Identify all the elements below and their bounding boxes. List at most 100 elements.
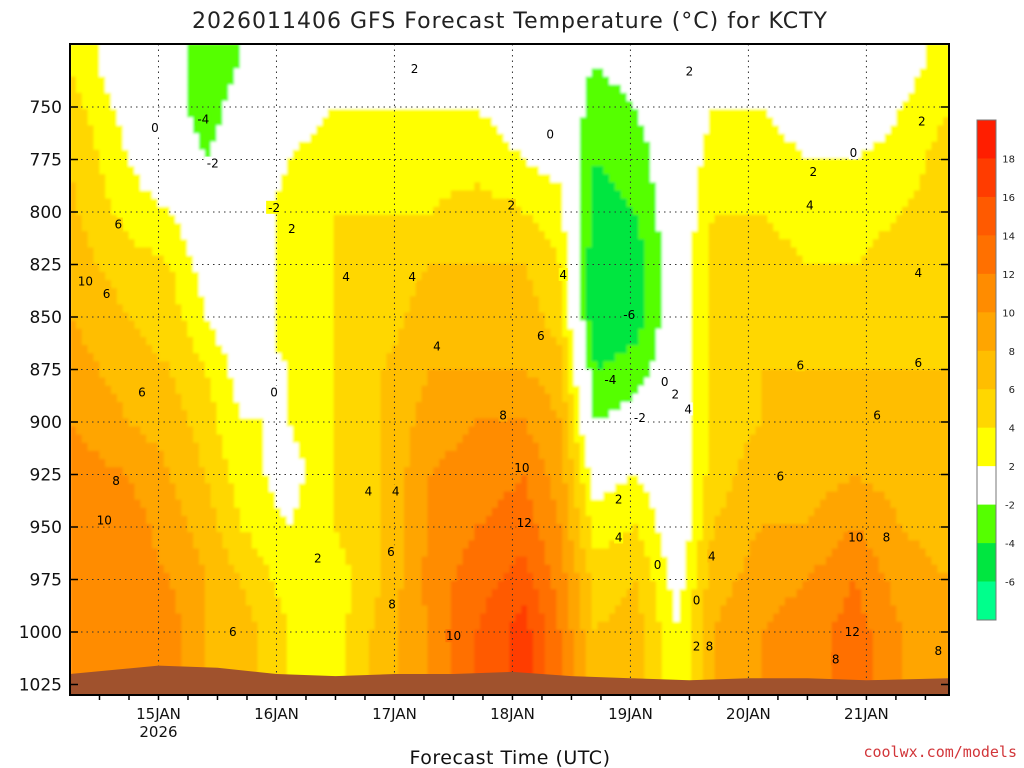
temperature-cell	[280, 174, 288, 183]
temperature-cell	[245, 450, 253, 460]
temperature-cell	[257, 524, 264, 533]
temperature-cell	[175, 133, 182, 143]
temperature-cell	[327, 109, 335, 118]
temperature-cell	[193, 247, 200, 257]
temperature-cell	[257, 629, 264, 639]
temperature-cell	[204, 279, 212, 289]
temperature-cell	[146, 638, 153, 647]
temperature-cell	[351, 662, 358, 672]
temperature-cell	[275, 589, 282, 598]
temperature-cell	[351, 271, 358, 281]
temperature-cell	[81, 239, 89, 249]
temperature-cell	[122, 638, 130, 647]
temperature-cell	[310, 182, 317, 192]
temperature-cell	[239, 312, 247, 322]
temperature-cell	[404, 524, 411, 533]
temperature-cell	[380, 263, 388, 273]
temperature-cell	[316, 369, 323, 379]
temperature-cell	[427, 434, 434, 444]
temperature-cell	[386, 353, 393, 362]
temperature-cell	[386, 60, 393, 70]
temperature-cell	[321, 125, 329, 135]
temperature-cell	[75, 68, 83, 78]
temperature-cell	[187, 385, 194, 395]
temperature-cell	[87, 223, 95, 232]
temperature-cell	[263, 239, 270, 249]
temperature-cell	[292, 638, 300, 647]
temperature-cell	[327, 117, 335, 126]
temperature-cell	[81, 613, 89, 623]
temperature-cell	[210, 467, 218, 476]
temperature-cell	[134, 44, 141, 53]
temperature-cell	[275, 60, 282, 70]
temperature-cell	[99, 279, 106, 289]
temperature-cell	[128, 190, 136, 200]
temperature-cell	[357, 442, 364, 452]
temperature-cell	[134, 141, 141, 151]
temperature-cell	[81, 605, 89, 615]
temperature-cell	[263, 589, 270, 598]
temperature-cell	[134, 100, 141, 110]
temperature-cell	[398, 589, 405, 598]
temperature-cell	[163, 524, 171, 533]
temperature-cell	[187, 581, 194, 590]
temperature-cell	[298, 206, 305, 216]
temperature-cell	[327, 426, 335, 436]
temperature-cell	[187, 92, 194, 102]
temperature-cell	[99, 467, 106, 476]
temperature-cell	[321, 426, 329, 436]
temperature-cell	[398, 410, 405, 419]
temperature-cell	[380, 377, 388, 387]
temperature-cell	[87, 605, 95, 615]
temperature-cell	[327, 60, 335, 70]
temperature-cell	[380, 141, 388, 151]
temperature-cell	[251, 418, 259, 428]
temperature-cell	[105, 68, 112, 78]
temperature-cell	[140, 60, 147, 70]
temperature-cell	[398, 393, 405, 403]
temperature-cell	[99, 638, 106, 647]
temperature-cell	[152, 434, 159, 444]
temperature-cell	[327, 345, 335, 354]
temperature-cell	[316, 410, 323, 419]
temperature-cell	[175, 532, 182, 541]
temperature-cell	[304, 296, 311, 305]
temperature-cell	[345, 597, 352, 607]
temperature-cell	[134, 662, 141, 672]
temperature-cell	[368, 271, 376, 281]
temperature-cell	[374, 182, 382, 192]
temperature-cell	[363, 328, 370, 338]
temperature-cell	[357, 353, 364, 362]
temperature-cell	[99, 556, 106, 566]
temperature-cell	[433, 100, 440, 110]
temperature-cell	[339, 157, 347, 167]
temperature-cell	[421, 654, 429, 664]
temperature-cell	[298, 491, 305, 501]
temperature-cell	[111, 247, 118, 257]
temperature-cell	[286, 621, 294, 631]
temperature-cell	[93, 548, 100, 558]
temperature-cell	[415, 157, 423, 167]
temperature-cell	[140, 271, 147, 281]
temperature-cell	[380, 646, 388, 655]
temperature-cell	[245, 149, 253, 159]
temperature-cell	[433, 231, 440, 240]
temperature-cell	[351, 475, 358, 485]
temperature-cell	[163, 581, 171, 590]
temperature-cell	[193, 44, 200, 53]
temperature-cell	[421, 548, 429, 558]
temperature-cell	[175, 393, 182, 403]
temperature-cell	[93, 174, 100, 183]
temperature-cell	[152, 239, 159, 249]
temperature-cell	[269, 361, 276, 371]
temperature-cell	[105, 532, 112, 541]
temperature-cell	[239, 597, 247, 607]
temperature-cell	[75, 141, 83, 151]
temperature-cell	[392, 141, 399, 151]
temperature-cell	[363, 532, 370, 541]
temperature-cell	[157, 613, 165, 623]
temperature-cell	[105, 426, 112, 436]
temperature-cell	[198, 434, 206, 444]
temperature-cell	[239, 92, 247, 102]
temperature-cell	[134, 548, 141, 558]
